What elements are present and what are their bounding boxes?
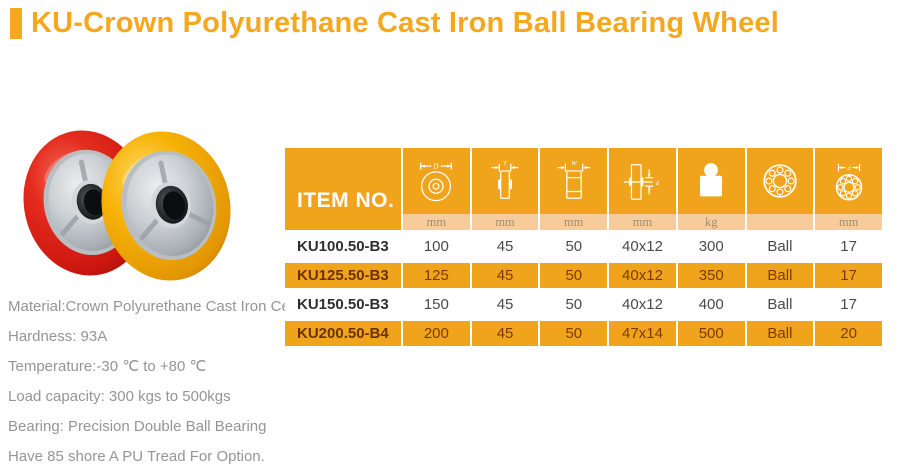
title-accent-bar <box>10 8 22 39</box>
col-wheel-diameter-header: D <box>403 148 470 214</box>
value-load-capacity: 500 <box>677 321 745 346</box>
title-row: KU-Crown Polyurethane Cast Iron Ball Bea… <box>10 7 779 40</box>
bearing-type-icon <box>763 164 797 198</box>
value-bore-diameter: 20 <box>815 321 882 346</box>
yellow-wheel <box>101 131 231 281</box>
wheel-width-icon: W <box>557 160 591 199</box>
value-bore-diameter: 17 <box>815 263 882 288</box>
value-bore-diameter: 17 <box>815 292 882 317</box>
spec-material: Material:Crown Polyurethane Cast Iron Ce… <box>8 298 316 315</box>
col-axle-size-header: d <box>609 148 676 214</box>
unit-wheel-width: mm <box>540 214 608 230</box>
load-capacity-icon <box>700 163 723 197</box>
axle-size-icon: d <box>624 164 660 200</box>
value-wheel-diameter: 125 <box>403 263 470 288</box>
bore-diameter-icon: d <box>835 163 862 201</box>
spec-temperature: Temperature:-30 ℃ to +80 ℃ <box>8 358 207 375</box>
item-no: KU200.50-B4 <box>285 321 401 346</box>
value-tread-width: 45 <box>471 234 539 259</box>
item-no: KU150.50-B3 <box>285 292 401 317</box>
page-title: KU-Crown Polyurethane Cast Iron Ball Bea… <box>31 7 779 39</box>
svg-text:d: d <box>847 165 851 172</box>
spec-hardness: Hardness: 93A <box>8 328 108 345</box>
col-bearing-type-header <box>746 148 814 214</box>
table-row: KU100.50-B3 100 45 50 40x12 300 Ball 17 <box>285 234 882 259</box>
value-bearing-type: Ball <box>746 321 814 346</box>
unit-bearing-type <box>746 214 814 230</box>
value-axle-size: 40x12 <box>609 234 676 259</box>
table-row: KU150.50-B3 150 45 50 40x12 400 Ball 17 <box>285 292 882 317</box>
wheel-diameter-icon: D <box>420 163 453 202</box>
value-load-capacity: 400 <box>677 292 745 317</box>
unit-tread-width: mm <box>471 214 539 230</box>
value-wheel-width: 50 <box>540 263 608 288</box>
value-tread-width: 45 <box>471 321 539 346</box>
value-bearing-type: Ball <box>746 263 814 288</box>
value-load-capacity: 350 <box>677 263 745 288</box>
value-bearing-type: Ball <box>746 292 814 317</box>
item-no-header: ITEM NO. <box>285 148 401 230</box>
unit-axle-size: mm <box>609 214 676 230</box>
table-row: KU200.50-B4 200 45 50 47x14 500 Ball 20 <box>285 321 882 346</box>
spec-list: Material:Crown Polyurethane Cast Iron Ce… <box>8 292 316 472</box>
col-tread-width-header: T <box>471 148 539 214</box>
spec-bearing: Bearing: Precision Double Ball Bearing <box>8 418 267 435</box>
value-wheel-diameter: 200 <box>403 321 470 346</box>
value-wheel-width: 50 <box>540 292 608 317</box>
value-tread-width: 45 <box>471 292 539 317</box>
value-axle-size: 47x14 <box>609 321 676 346</box>
item-no: KU125.50-B3 <box>285 263 401 288</box>
spec-load-capacity: Load capacity: 300 kgs to 500kgs <box>8 388 231 405</box>
svg-text:T: T <box>503 160 508 167</box>
value-tread-width: 45 <box>471 263 539 288</box>
value-wheel-diameter: 150 <box>403 292 470 317</box>
value-wheel-width: 50 <box>540 234 608 259</box>
value-bearing-type: Ball <box>746 234 814 259</box>
product-photo <box>23 130 231 281</box>
value-axle-size: 40x12 <box>609 263 676 288</box>
value-load-capacity: 300 <box>677 234 745 259</box>
table-header: ITEM NO. D <box>285 148 882 230</box>
col-load-capacity-header <box>677 148 745 214</box>
svg-text:d: d <box>656 180 660 187</box>
svg-text:D: D <box>433 163 440 171</box>
spec-tread-option: Have 85 shore A PU Tread For Option. <box>8 448 265 465</box>
svg-text:W: W <box>571 160 578 167</box>
unit-load-capacity: kg <box>677 214 745 230</box>
item-no: KU100.50-B3 <box>285 234 401 259</box>
value-wheel-width: 50 <box>540 321 608 346</box>
spec-table: ITEM NO. D <box>285 148 882 346</box>
value-bore-diameter: 17 <box>815 234 882 259</box>
tread-width-icon: T <box>491 160 519 199</box>
value-wheel-diameter: 100 <box>403 234 470 259</box>
col-bore-diameter-header: d <box>815 148 882 214</box>
value-axle-size: 40x12 <box>609 292 676 317</box>
col-wheel-width-header: W <box>540 148 608 214</box>
unit-wheel-diameter: mm <box>403 214 470 230</box>
table-row: KU125.50-B3 125 45 50 40x12 350 Ball 17 <box>285 263 882 288</box>
unit-bore-diameter: mm <box>815 214 882 230</box>
